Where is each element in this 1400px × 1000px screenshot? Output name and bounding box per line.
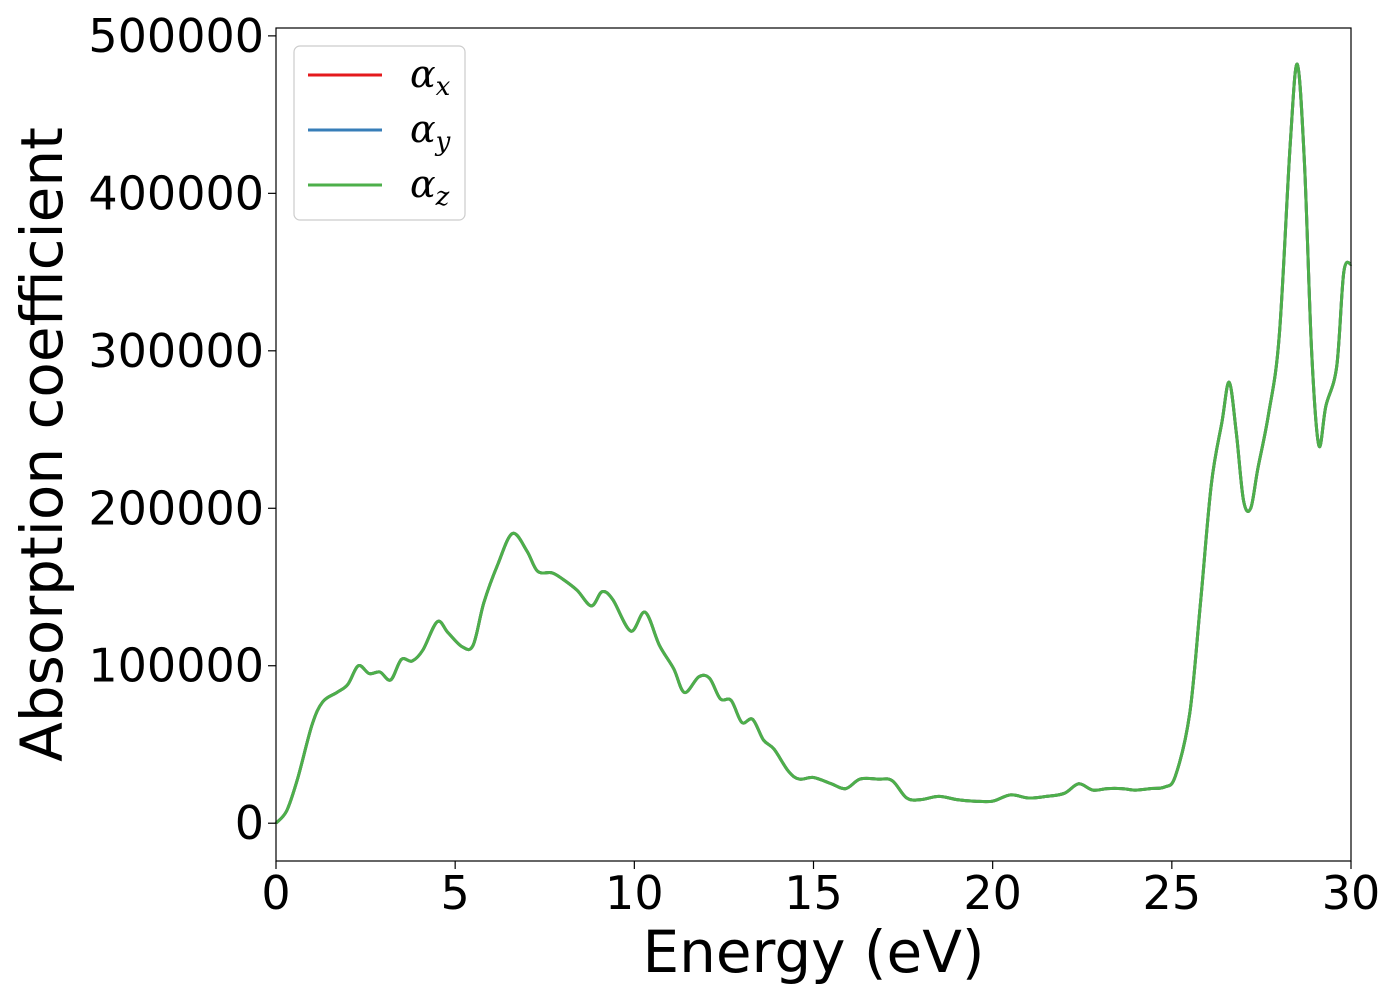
y-tick-label: 100000 [88, 639, 264, 693]
y-axis-title: Absorption coefficient [8, 127, 76, 762]
series-line-alpha-z [274, 62, 1353, 825]
legend-label-alpha-y: αy [410, 107, 451, 157]
x-axis-title: Energy (eV) [642, 918, 984, 986]
x-tick-label: 30 [1322, 866, 1381, 920]
legend-label-alpha-x: αx [410, 52, 451, 102]
y-axis-ticks: 0 100000 200000 300000 400000 500000 [88, 9, 276, 850]
x-tick-label: 10 [605, 866, 664, 920]
legend-box [293, 45, 466, 221]
x-tick-label: 20 [963, 866, 1022, 920]
y-tick-label: 400000 [88, 166, 264, 220]
y-tick-label: 500000 [88, 9, 264, 63]
y-tick-label: 0 [235, 796, 264, 850]
y-tick-label: 200000 [88, 481, 264, 535]
y-tick-label: 300000 [88, 324, 264, 378]
legend-label-alpha-z: αz [410, 162, 450, 212]
x-tick-label: 15 [784, 866, 843, 920]
x-tick-label: 5 [441, 866, 470, 920]
x-axis-ticks: 0 5 10 15 20 25 30 [261, 861, 1380, 920]
x-tick-label: 25 [1143, 866, 1202, 920]
x-tick-label: 0 [261, 866, 290, 920]
series-layer [274, 62, 1353, 825]
